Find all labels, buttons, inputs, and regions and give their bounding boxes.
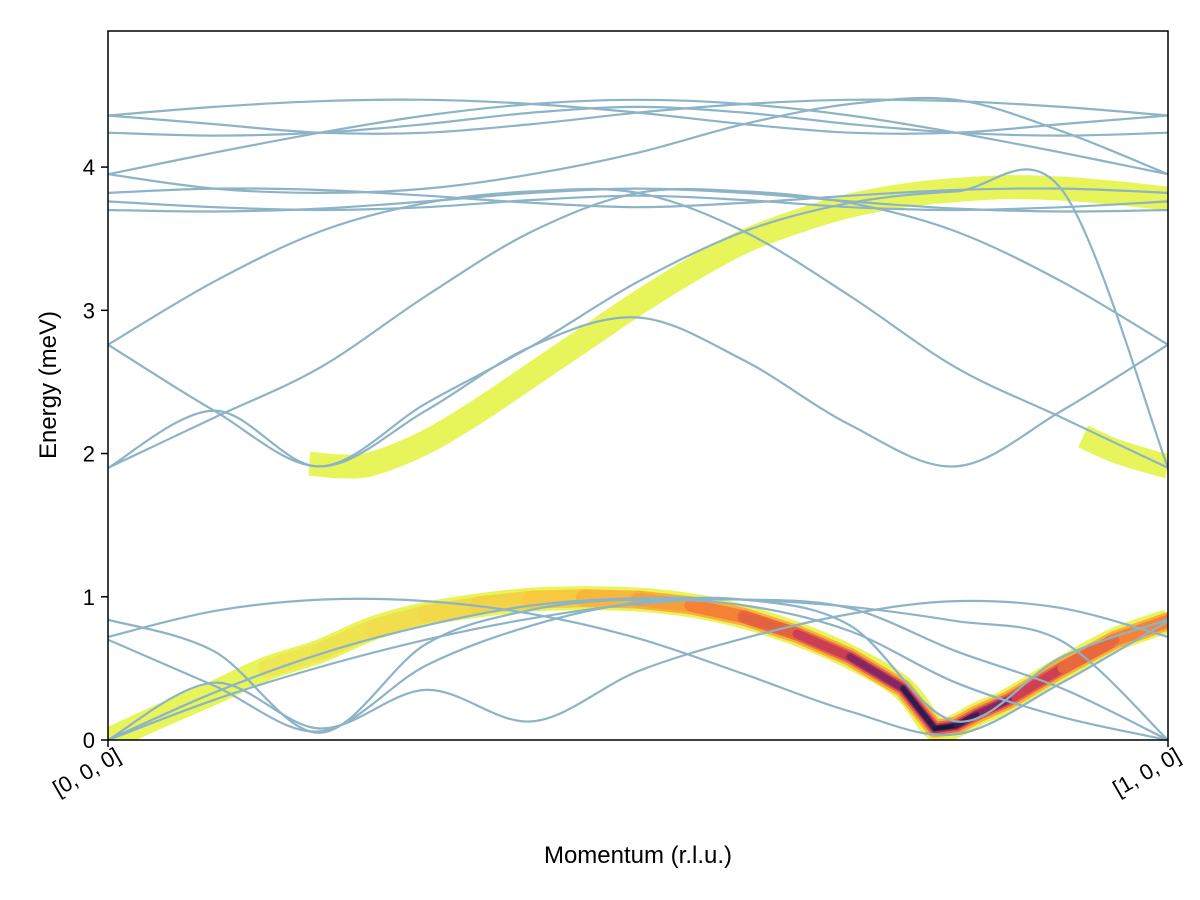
band-line-5 (108, 596, 1168, 733)
band-line-2 (108, 597, 1168, 737)
intensity-segment (1057, 635, 1120, 673)
y-tick-label: 1 (83, 585, 95, 610)
y-tick-label: 2 (83, 442, 95, 467)
band-line-1 (108, 596, 1168, 740)
intensity-band-1 (308, 175, 1168, 479)
intensity-segment (258, 642, 329, 678)
intensity-layer (108, 175, 1168, 740)
intensity-segment (739, 612, 802, 639)
band-line-7 (108, 187, 1168, 469)
plot-frame (107, 30, 1169, 741)
intensity-segment (954, 712, 980, 728)
x-axis-label: Momentum (r.l.u.) (544, 842, 732, 869)
intensity-segment (792, 629, 855, 662)
dispersion-bands (108, 96, 1168, 740)
x-axis-ticks: [0, 0, 0] [1, 0, 0] (48, 740, 1185, 801)
band-line-4 (108, 599, 1168, 740)
x-tick-label: [1, 0, 0] (1108, 743, 1184, 801)
intensity-segment (1004, 663, 1067, 705)
y-axis-label: Energy (meV) (35, 311, 62, 459)
band-line-8 (108, 187, 1168, 469)
y-tick-label: 0 (83, 728, 95, 753)
band-line-9 (108, 316, 1168, 468)
band-line-13 (108, 98, 1168, 176)
band-line-17 (108, 98, 1168, 135)
intensity-segment (1108, 614, 1168, 647)
band-line-0 (108, 598, 1168, 740)
intensity-segment (901, 686, 937, 731)
band-line-12 (108, 187, 1168, 209)
band-line-11 (108, 194, 1168, 212)
intensity-segment (311, 619, 382, 661)
y-axis-ticks: 0 1 2 3 4 (83, 155, 108, 753)
y-tick-label: 4 (83, 155, 95, 180)
y-tick-label: 3 (83, 298, 95, 323)
band-line-14 (108, 96, 1168, 194)
band-line-6 (108, 168, 1168, 469)
intensity-segment (932, 723, 958, 731)
intensity-segment (847, 653, 906, 692)
intensity-segment (364, 604, 435, 638)
intensity-segment (684, 598, 751, 624)
band-line-15 (108, 105, 1168, 137)
